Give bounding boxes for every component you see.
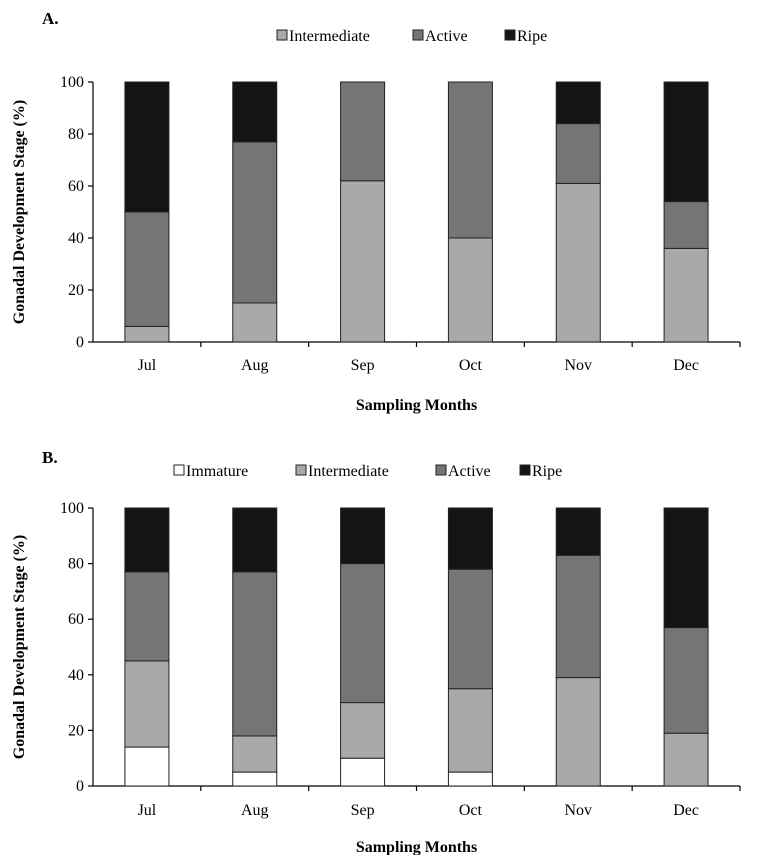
panel-a-x-tick-label: Sep (351, 357, 375, 374)
panel-a-bar-dec-active (663, 201, 709, 249)
panel-b-legend-swatch-ripe (519, 464, 531, 476)
panel-b-legend-label-ripe: Ripe (532, 463, 562, 480)
panel-b-bar-oct-active (447, 568, 493, 690)
panel-b-x-tick-label: Aug (241, 802, 269, 819)
panel-b-bar-oct-intermediate (447, 688, 493, 773)
panel-b-x-tick-label: Dec (673, 802, 699, 819)
panel-b-bar-jul-immature (124, 746, 170, 787)
panel-b-bar-nov-intermediate (555, 677, 601, 787)
panel-b-bar-nov-active (555, 554, 601, 679)
panel-a-legend-label-active: Active (425, 28, 468, 45)
panel-a-x-axis-title: Sampling Months (356, 397, 477, 414)
panel-b-bar-sep-immature (340, 757, 386, 787)
panel-a-bar-nov-ripe (555, 81, 601, 125)
panel-a-bar-sep-intermediate (340, 180, 386, 343)
panel-a-y-tick-label: 60 (68, 178, 84, 195)
panel-a-x-tick-label: Oct (459, 357, 483, 374)
panel-b-bar-sep-intermediate (340, 702, 386, 759)
panel-b-bar-jul-active (124, 571, 170, 662)
panel-b-legend-label-active: Active (448, 463, 491, 480)
panel-a-legend-label-ripe: Ripe (517, 28, 547, 45)
panel-a-legend-swatch-intermediate (276, 29, 288, 41)
panel-a-x-tick-label: Jul (138, 357, 157, 374)
panel-a-legend-swatch-ripe (504, 29, 516, 41)
panel-b-bar-aug-ripe (232, 507, 278, 573)
panel-a-bar-aug-ripe (232, 81, 278, 143)
panel-b-legend-label-intermediate: Intermediate (308, 463, 389, 480)
panel-b-bar-aug-immature (232, 771, 278, 787)
panel-b-y-tick-label: 0 (76, 778, 84, 795)
panel-a-x-tick-label: Aug (241, 357, 269, 374)
panel-b-y-tick-label: 80 (68, 556, 84, 573)
panel-b-y-axis-title: Gonadal Development Stage (%) (11, 535, 28, 759)
panel-b-x-tick-label: Oct (459, 802, 483, 819)
panel-b-bar-aug-active (232, 571, 278, 737)
panel-a-legend-swatch-active (412, 29, 424, 41)
panel-b-x-tick-label: Nov (564, 802, 592, 819)
panel-b-legend-swatch-active (435, 464, 447, 476)
panel-a-y-tick-label: 0 (76, 334, 84, 351)
panel-b-bar-aug-intermediate (232, 735, 278, 773)
panel-b-legend-swatch-intermediate (295, 464, 307, 476)
panel-a-bar-aug-active (232, 141, 278, 304)
panel-a-legend-label-intermediate: Intermediate (289, 28, 370, 45)
panel-a-bar-oct-active (447, 81, 493, 239)
panel-a-y-tick-label: 100 (60, 74, 84, 91)
panel-b-bar-dec-intermediate (663, 732, 709, 787)
panel-b-bar-oct-immature (447, 771, 493, 787)
panel-a-label: A. (42, 9, 59, 28)
panel-b-bar-dec-active (663, 627, 709, 734)
panel-b-y-tick-label: 20 (68, 722, 84, 739)
panel-a-bar-jul-active (124, 211, 170, 327)
panel-a-bar-oct-intermediate (447, 237, 493, 343)
panel-a-x-tick-label: Nov (564, 357, 592, 374)
panel-b-y-tick-label: 40 (68, 667, 84, 684)
panel-a-bar-dec-ripe (663, 81, 709, 203)
panel-a-bar-aug-intermediate (232, 302, 278, 343)
panel-b-bar-jul-intermediate (124, 660, 170, 748)
panel-a-bar-nov-intermediate (555, 182, 601, 343)
panel-a-bar-sep-active (340, 81, 386, 182)
panel-a-y-tick-label: 20 (68, 282, 84, 299)
panel-a-bar-nov-active (555, 123, 601, 184)
panel-b-bar-jul-ripe (124, 507, 170, 573)
panel-b-legend-swatch-immature (173, 464, 185, 476)
panel-a-y-tick-label: 80 (68, 126, 84, 143)
panel-b-x-axis-title: Sampling Months (356, 839, 477, 855)
panel-b-bar-oct-ripe (447, 507, 493, 570)
panel-a-bar-dec-intermediate (663, 247, 709, 343)
panel-b-y-tick-label: 60 (68, 611, 84, 628)
panel-b-label: B. (42, 448, 58, 467)
panel-b-bar-nov-ripe (555, 507, 601, 556)
panel-b-bar-sep-active (340, 563, 386, 704)
panel-b-x-tick-label: Sep (351, 802, 375, 819)
panel-b-x-tick-label: Jul (138, 802, 157, 819)
panel-a-x-tick-label: Dec (673, 357, 699, 374)
panel-b-bar-sep-ripe (340, 507, 386, 565)
panel-a-bar-jul-intermediate (124, 325, 170, 343)
panel-b-legend-label-immature: Immature (186, 463, 248, 480)
panel-b-y-tick-label: 100 (60, 500, 84, 517)
panel-a-y-axis-title: Gonadal Development Stage (%) (11, 100, 28, 324)
panel-a-y-tick-label: 40 (68, 230, 84, 247)
panel-b-bar-dec-ripe (663, 507, 709, 629)
panel-a-bar-jul-ripe (124, 81, 170, 213)
